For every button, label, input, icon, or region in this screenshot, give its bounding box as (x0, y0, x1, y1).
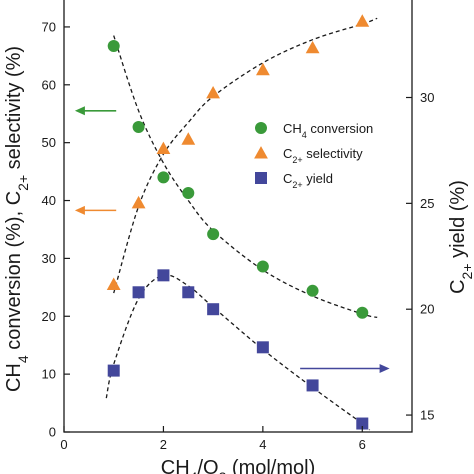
y-axis-right-label: C2+ yield (%) (447, 180, 474, 294)
y-axis-left-label: CH4 conversion (%), C2+ selectivity (%) (3, 46, 31, 392)
ch4-marker (157, 171, 170, 184)
yield-marker (356, 417, 369, 430)
y-right-tick-label: 20 (420, 302, 434, 317)
yield-marker (306, 379, 319, 392)
yield-marker (182, 286, 195, 299)
selectivity-marker (305, 40, 320, 54)
yield-marker (256, 341, 269, 354)
axis-arrow-head (379, 364, 390, 373)
x-tick-label: 4 (259, 437, 266, 452)
selectivity-legend-label: C2+ selectivity (283, 146, 363, 165)
ch4-legend-label: CH4 conversion (283, 121, 373, 140)
y-left-tick-label: 10 (42, 367, 56, 382)
x-tick-label: 0 (60, 437, 67, 452)
y-left-tick-label: 0 (49, 425, 56, 440)
selectivity-marker (131, 195, 146, 209)
y-right-tick-label: 30 (420, 90, 434, 105)
ch4-marker (107, 40, 120, 53)
yield-legend-label: C2+ yield (283, 171, 333, 190)
ch4-trend-line (113, 35, 378, 319)
y-left-tick-label: 40 (42, 193, 56, 208)
ch4-marker (256, 260, 269, 273)
plot-frame (63, 0, 413, 433)
selectivity-marker (256, 62, 270, 76)
y-left-tick-label: 20 (42, 309, 56, 324)
y-left-tick-label: 60 (42, 77, 56, 92)
y-right-tick-label: 25 (420, 196, 434, 211)
selectivity-marker (156, 141, 171, 154)
yield-marker (132, 286, 145, 299)
yield-trend-line (105, 274, 371, 431)
legend: CH4 conversion C2+ selectivity C2+ yield (254, 121, 373, 190)
yield-marker (207, 303, 220, 316)
selectivity-marker (355, 14, 370, 27)
yield-marker (107, 364, 120, 377)
axis-arrow-head (74, 205, 85, 215)
data-markers (106, 14, 370, 430)
ch4-marker (306, 284, 319, 297)
ch4-marker (207, 228, 220, 241)
y-right-tick-label: 15 (420, 408, 434, 423)
y-left-tick-label: 30 (42, 251, 56, 266)
y-left-tick-label: 70 (42, 19, 56, 34)
y-left-tick-label: 50 (42, 135, 56, 150)
ch4-marker (356, 306, 369, 319)
x-tick-label: 2 (160, 437, 167, 452)
selectivity-marker (181, 132, 196, 145)
ch4-marker (132, 121, 145, 134)
axis-arrow-head (74, 106, 85, 116)
selectivity-marker (206, 86, 220, 99)
selectivity-legend-marker (254, 146, 268, 159)
selectivity-marker (106, 277, 121, 290)
yield-legend-marker (255, 172, 267, 184)
ch4-legend-marker (255, 122, 267, 134)
x-tick-label: 6 (359, 437, 366, 452)
x-axis-label: CH4/O2 (mol/mol) (161, 457, 316, 474)
yield-marker (157, 269, 170, 282)
ch4-marker (182, 187, 195, 200)
axis-arrows (74, 106, 390, 373)
